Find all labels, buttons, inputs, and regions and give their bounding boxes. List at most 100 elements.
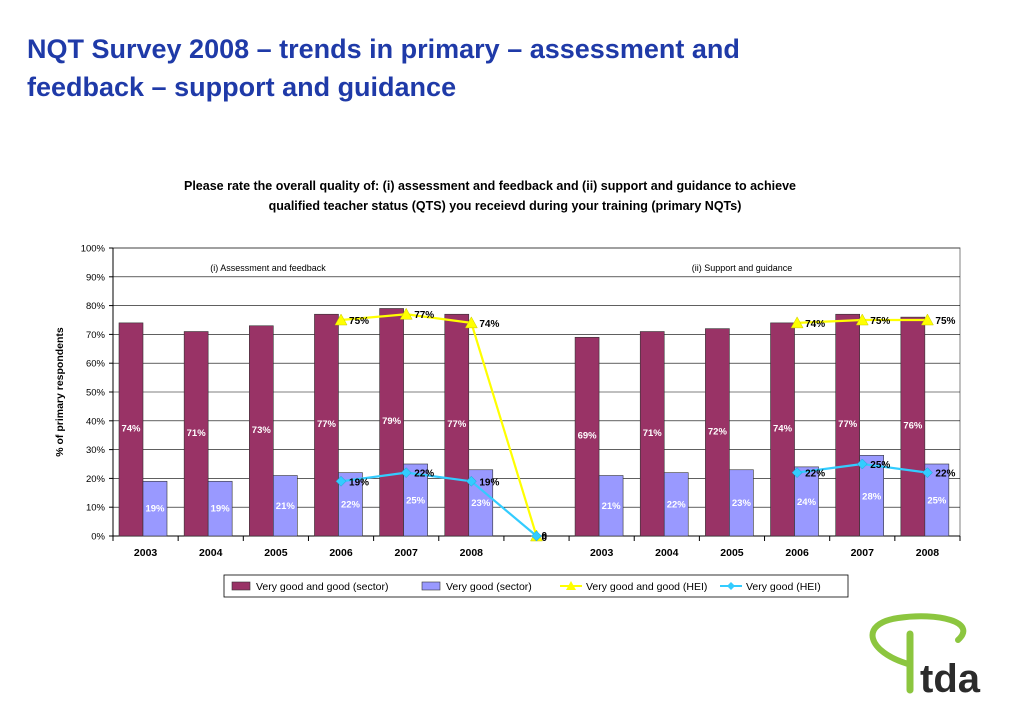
x-tick-label: 2007 <box>851 547 875 559</box>
line-value-label: 74% <box>805 319 825 330</box>
legend-marker <box>727 582 735 590</box>
bar <box>574 336 600 537</box>
bar-value-label: 21% <box>276 501 296 512</box>
series-line <box>862 462 928 474</box>
series-line <box>796 462 863 474</box>
plot-area: 0% 10% 20% 30% 40% 50% 60% 70% 80% 90% 100% 2003 200… <box>81 244 961 559</box>
x-tick-label: 2005 <box>264 547 288 559</box>
bar-value-label: 71% <box>187 428 207 439</box>
legend-label: Very good and good (sector) <box>256 581 389 593</box>
line-value-label: 19% <box>479 477 499 488</box>
series-line <box>406 313 472 324</box>
bar <box>900 316 926 537</box>
line-value-label: 77% <box>414 310 434 321</box>
y-tick-label: 40% <box>86 416 106 427</box>
y-tick-label: 20% <box>86 474 106 485</box>
line-value-label: 75% <box>935 316 955 327</box>
legend-box <box>223 574 849 598</box>
x-tick-label: 2004 <box>655 547 679 559</box>
bar <box>183 331 209 537</box>
bar-value-label: 73% <box>252 425 272 436</box>
bar-value-label: 24% <box>797 497 817 508</box>
bar-value-label: 77% <box>838 419 858 430</box>
y-tick-label: 100% <box>81 244 106 255</box>
legend-swatch <box>231 581 251 591</box>
y-axis-label: % of primary respondents <box>54 327 66 457</box>
bar <box>598 475 624 537</box>
bar <box>859 455 884 537</box>
y-tick-label: 80% <box>86 301 106 312</box>
bar <box>663 472 689 537</box>
panel-label-assessment: (i) Assessment and feedback <box>210 263 326 273</box>
diamond-marker <box>400 467 412 478</box>
bar-value-label: 23% <box>732 498 752 509</box>
line-value-label: 22% <box>805 469 825 480</box>
diamond-marker <box>922 467 933 478</box>
bar <box>794 466 819 537</box>
line-value-label: 22% <box>935 469 955 480</box>
y-tick-label: 0% <box>91 532 105 543</box>
series-line <box>406 471 472 483</box>
x-tick-label: 2005 <box>720 547 744 559</box>
x-tick-label: 2008 <box>916 547 940 559</box>
x-tick-label: 2008 <box>460 547 484 559</box>
bar-value-label: 74% <box>773 423 793 434</box>
series-line <box>470 480 538 537</box>
series-line <box>340 471 407 483</box>
bar <box>639 331 665 537</box>
legend: Very good and good (sector) Very good (se… <box>223 574 849 598</box>
bar-value-label: 76% <box>903 421 923 432</box>
bar-value-label: 77% <box>317 419 337 430</box>
line-value-label: 0 <box>542 531 548 542</box>
bar <box>314 313 339 537</box>
panel-label-support: (ii) Support and guidance <box>692 263 793 273</box>
bar <box>249 325 274 537</box>
tda-logo-mark: tda <box>869 613 981 701</box>
diamond-marker <box>335 475 347 487</box>
bar <box>142 480 168 537</box>
triangle-marker <box>790 316 804 329</box>
bar <box>379 308 404 537</box>
bar-value-label: 22% <box>667 499 687 510</box>
series-line <box>340 313 407 322</box>
bar-value-label: 25% <box>406 496 426 507</box>
legend-label: Very good (sector) <box>446 581 532 593</box>
bar-value-label: 19% <box>211 503 231 514</box>
diamond-marker <box>465 475 477 487</box>
bar-value-label: 21% <box>602 501 622 512</box>
bar-value-label: 28% <box>862 492 882 503</box>
page-title-line-1: NQT Survey 2008 – trends in primary – as… <box>27 34 740 64</box>
bar <box>729 469 754 537</box>
line-value-label: 22% <box>414 469 434 480</box>
bar <box>273 475 298 537</box>
bar-value-label: 23% <box>471 498 491 509</box>
triangle-marker <box>399 307 413 320</box>
diamond-marker <box>791 467 803 478</box>
y-tick-label: 60% <box>86 359 106 370</box>
bar <box>118 322 144 537</box>
series-line <box>797 318 863 324</box>
triangle-marker <box>855 313 869 326</box>
bar <box>835 313 860 537</box>
y-tick-label: 30% <box>86 445 106 456</box>
legend-label: Very good and good (HEI) <box>586 581 707 593</box>
y-tick-label: 50% <box>86 388 106 399</box>
bar-value-label: 71% <box>643 428 663 439</box>
line-value-label: 19% <box>349 477 369 488</box>
x-tick-label: 2003 <box>590 547 614 559</box>
line-value-label: 75% <box>870 316 890 327</box>
tda-logo: tda <box>858 612 1008 702</box>
page-title: NQT Survey 2008 – trends in primary – as… <box>27 30 987 106</box>
y-tick-label: 70% <box>86 330 106 341</box>
chart-title-line-2: qualified teacher status (QTS) you recei… <box>269 199 742 213</box>
bar <box>770 322 795 537</box>
x-tick-label: 2006 <box>329 547 353 559</box>
bar-value-label: 72% <box>708 426 728 437</box>
line-value-label: 25% <box>870 460 890 471</box>
bar-value-label: 77% <box>447 419 467 430</box>
x-tick-label: 2006 <box>785 547 809 559</box>
legend-marker <box>566 581 576 590</box>
bar <box>705 328 730 537</box>
x-tick-label: 2003 <box>134 547 158 559</box>
